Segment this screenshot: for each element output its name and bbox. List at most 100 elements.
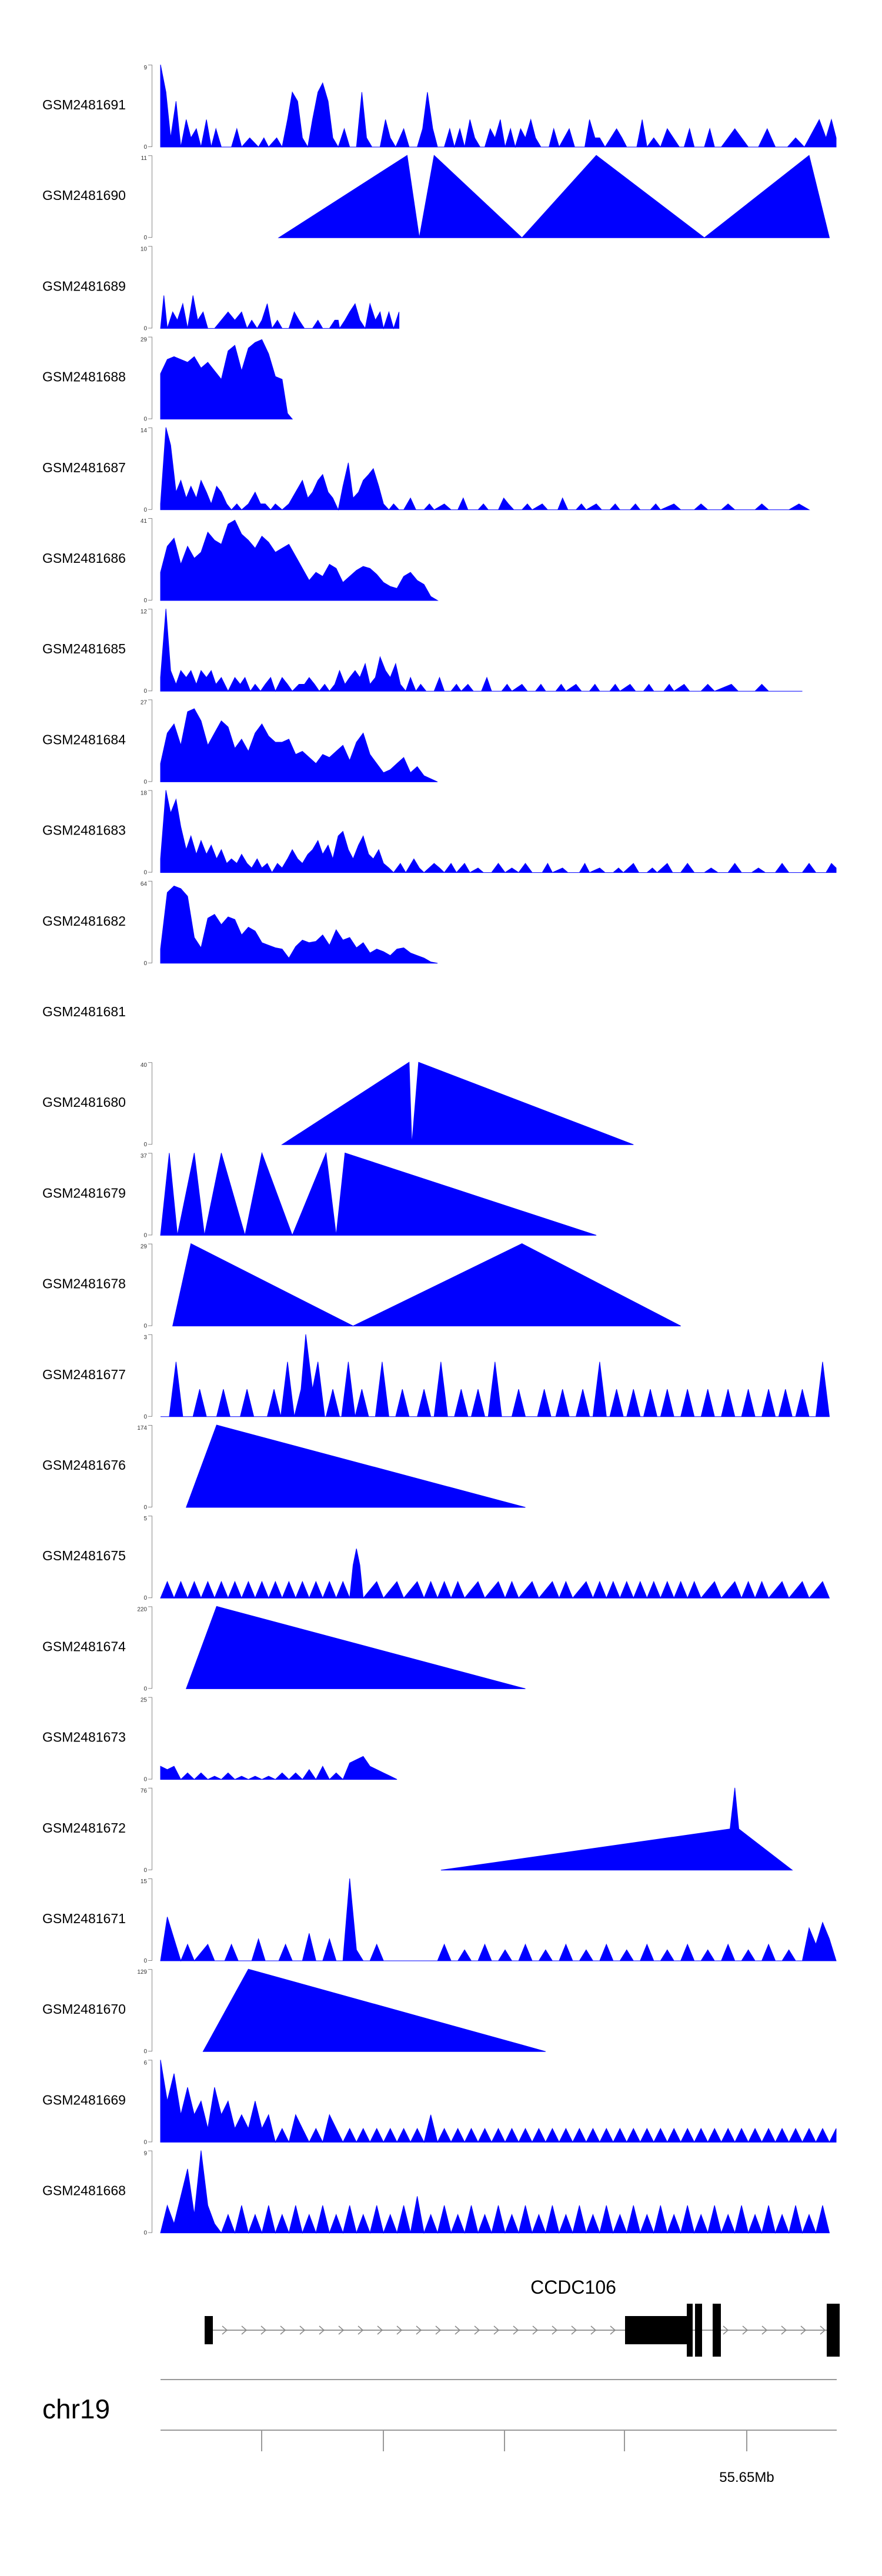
- y-tick-min: 0: [143, 507, 147, 513]
- track-area: [160, 885, 438, 964]
- strand-arrow: [377, 2325, 383, 2335]
- y-tick-max: 6: [143, 2060, 147, 2066]
- strand-arrow: [280, 2325, 286, 2335]
- track-label: GSM2481688: [42, 369, 126, 385]
- track-GSM2481669: GSM2481669 6 0: [42, 2060, 837, 2145]
- y-tick-min: 0: [143, 2048, 147, 2055]
- y-tick-max: 29: [141, 1244, 148, 1250]
- track-GSM2481676: GSM2481676 174 0: [42, 1424, 526, 1511]
- signal-tracks: GSM248169190GSM2481690110GSM2481689100GS…: [42, 64, 837, 2237]
- y-tick-min: 0: [143, 235, 147, 241]
- strand-arrow: [222, 2325, 228, 2335]
- track-area: [160, 790, 837, 873]
- strand-arrow: [723, 2325, 729, 2335]
- strand-arrow: [800, 2325, 807, 2335]
- track-GSM2481671: GSM2481671 15 0: [42, 1878, 837, 1964]
- track-area: [278, 155, 830, 238]
- track-label: GSM2481689: [42, 278, 126, 293]
- strand-arrow: [396, 2325, 403, 2335]
- track-GSM2481674: GSM2481674 220 0: [42, 1606, 526, 1692]
- y-tick-max: 25: [141, 1697, 148, 1704]
- axis-tick-label: 55.65Mb: [719, 2470, 774, 2485]
- y-tick-min: 0: [143, 1686, 147, 1692]
- track-label: GSM2481682: [42, 913, 126, 929]
- track-area: [160, 295, 400, 330]
- track-GSM2481672: GSM2481672 76 0: [42, 1787, 793, 1874]
- track-area: [160, 339, 293, 420]
- y-tick-max: 9: [143, 2151, 147, 2157]
- y-tick-max: 64: [141, 881, 148, 887]
- track-label: GSM2481674: [42, 1639, 126, 1654]
- track-GSM2481690: GSM2481690 11 0: [42, 155, 830, 241]
- y-tick-min: 0: [143, 1958, 147, 1964]
- track-area: [160, 2150, 830, 2234]
- strand-arrow: [319, 2325, 325, 2335]
- track-area: [160, 519, 439, 601]
- gene-exon: [687, 2304, 693, 2357]
- strand-arrow: [820, 2325, 826, 2335]
- track-label: GSM2481676: [42, 1457, 126, 1473]
- track-label: GSM2481685: [42, 641, 126, 656]
- track-area: [440, 1787, 793, 1871]
- track-GSM2481683: GSM2481683 18 0: [42, 790, 837, 876]
- track-area: [185, 1606, 526, 1689]
- track-area: [160, 1878, 837, 1962]
- strand-arrow: [416, 2325, 422, 2335]
- y-tick-min: 0: [143, 960, 147, 967]
- y-tick-max: 3: [143, 1334, 147, 1341]
- y-tick-max: 9: [143, 65, 147, 71]
- track-label: GSM2481686: [42, 550, 126, 566]
- track-area: [160, 708, 438, 782]
- y-tick-max: 220: [137, 1606, 147, 1613]
- gene-exon: [205, 2316, 213, 2344]
- track-GSM2481670: GSM2481670 129 0: [42, 1968, 546, 2055]
- strand-arrow: [241, 2325, 248, 2335]
- y-tick-min: 0: [143, 1777, 147, 1783]
- strand-arrow: [358, 2325, 364, 2335]
- strand-arrow: [513, 2325, 519, 2335]
- track-GSM2481685: GSM2481685 12 0: [42, 609, 803, 695]
- track-label: GSM2481669: [42, 2092, 126, 2107]
- gene-label: CCDC106: [530, 2277, 616, 2298]
- track-label: GSM2481671: [42, 1911, 126, 1926]
- track-area: [160, 1152, 597, 1236]
- gene-annotation-track: CCDC106: [205, 2277, 840, 2357]
- y-tick-min: 0: [143, 1504, 147, 1511]
- y-tick-max: 18: [141, 790, 148, 797]
- track-GSM2481678: GSM2481678 29 0: [42, 1243, 681, 1330]
- y-tick-min: 0: [143, 1323, 147, 1330]
- chromosome-axis: chr19 55.65Mb: [42, 2379, 837, 2485]
- track-label: GSM2481684: [42, 732, 126, 747]
- strand-arrow: [571, 2325, 577, 2335]
- strand-arrow: [552, 2325, 558, 2335]
- track-GSM2481680: GSM2481680 40 0: [42, 1062, 634, 1148]
- track-area: [160, 1549, 830, 1599]
- track-GSM2481682: GSM2481682 64 0: [42, 880, 438, 967]
- y-tick-min: 0: [143, 144, 147, 151]
- strand-arrow: [781, 2325, 787, 2335]
- track-label: GSM2481678: [42, 1276, 126, 1292]
- strand-arrow: [493, 2325, 500, 2335]
- track-area: [160, 1756, 397, 1780]
- strand-arrow: [590, 2325, 597, 2335]
- track-label: GSM2481675: [42, 1548, 126, 1563]
- strand-arrow: [742, 2325, 749, 2335]
- y-tick-min: 0: [143, 2139, 147, 2145]
- track-GSM2481675: GSM2481675 5 0: [42, 1516, 830, 1601]
- y-tick-max: 37: [141, 1153, 148, 1159]
- track-label: GSM2481681: [42, 1004, 126, 1019]
- track-area: [202, 1968, 546, 2052]
- track-label: GSM2481677: [42, 1367, 126, 1382]
- track-area: [172, 1243, 681, 1327]
- track-GSM2481681: GSM2481681: [42, 1004, 126, 1019]
- chromosome-label: chr19: [42, 2394, 110, 2424]
- y-tick-min: 0: [143, 1232, 147, 1239]
- track-label: GSM2481673: [42, 1730, 126, 1745]
- track-GSM2481677: GSM2481677 3 0: [42, 1334, 830, 1420]
- track-GSM2481679: GSM2481679 37 0: [42, 1152, 597, 1239]
- y-tick-min: 0: [143, 1595, 147, 1601]
- y-tick-min: 0: [143, 416, 147, 423]
- track-GSM2481673: GSM2481673 25 0: [42, 1697, 397, 1783]
- track-label: GSM2481668: [42, 2183, 126, 2198]
